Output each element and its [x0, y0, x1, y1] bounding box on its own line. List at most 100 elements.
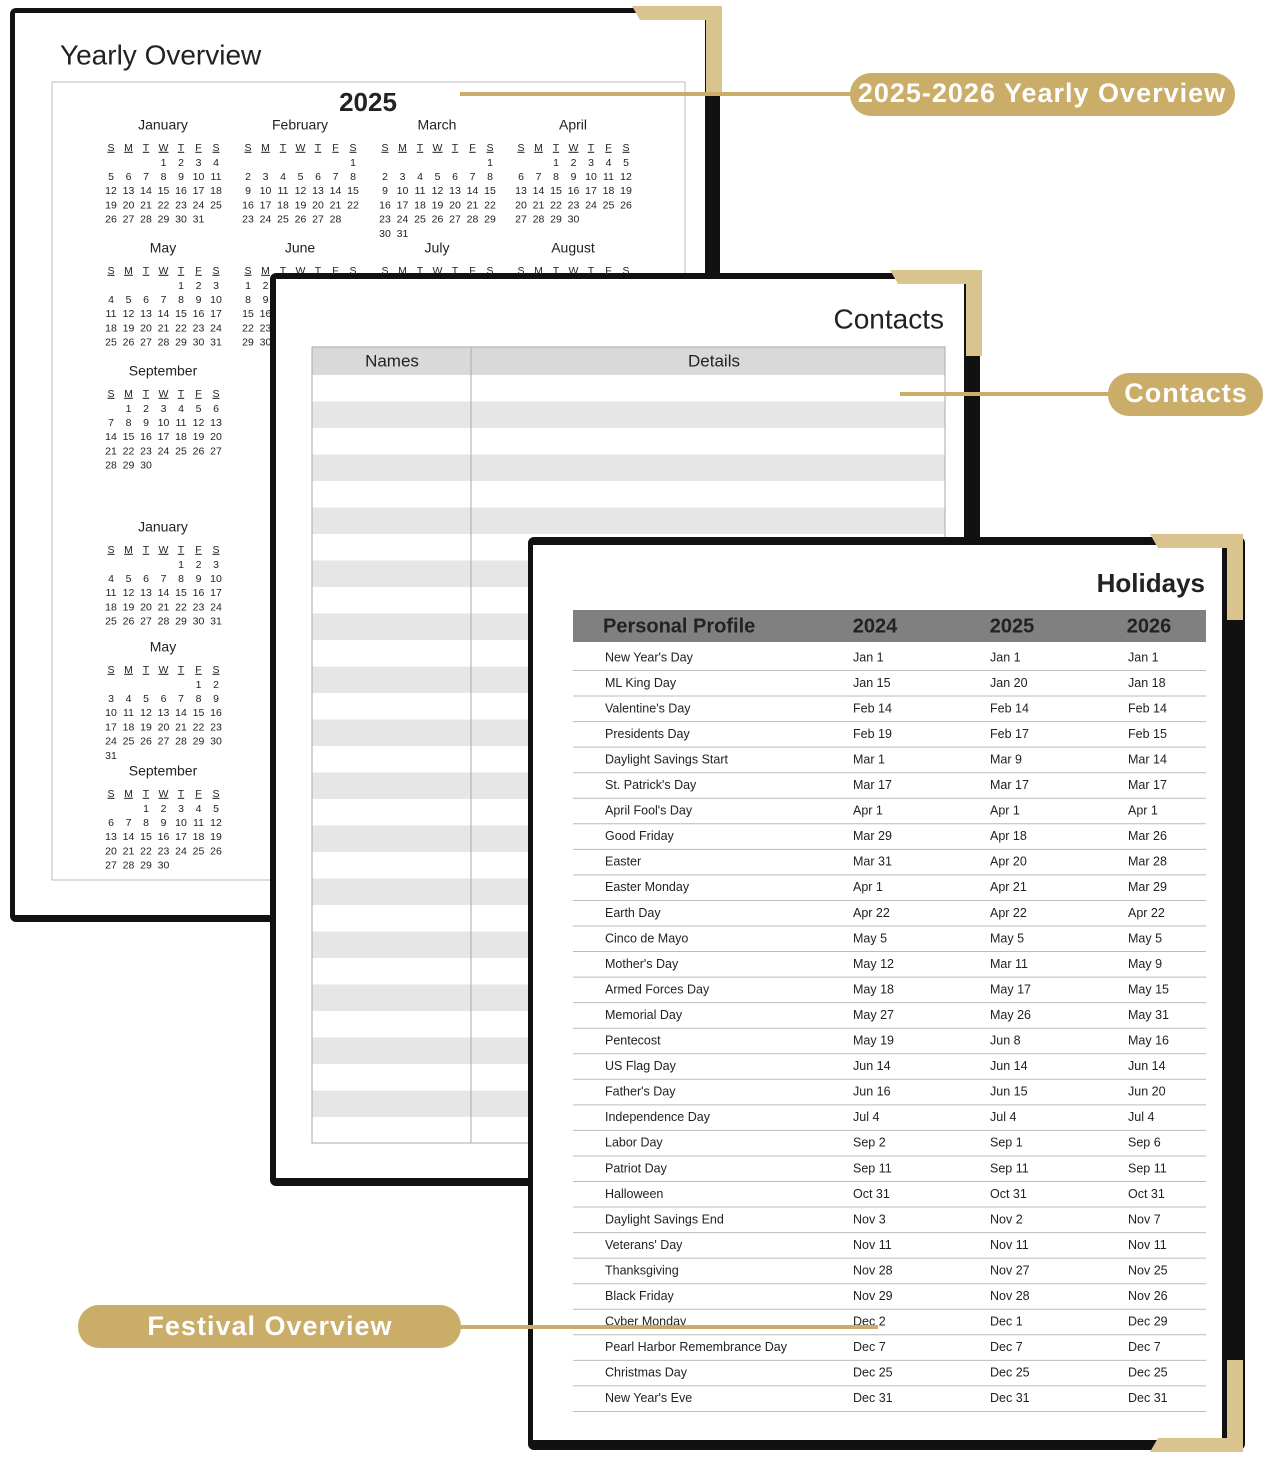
weekday-label: T	[178, 544, 185, 556]
calendar-day: 13	[158, 707, 170, 719]
holiday-date: May 19	[853, 1034, 894, 1048]
calendar-day: 2	[245, 171, 251, 183]
calendar-day: 27	[210, 445, 222, 457]
holiday-date: Jan 1	[1128, 650, 1159, 664]
calendar-day: 12	[432, 185, 444, 197]
calendar-day: 30	[260, 337, 272, 349]
calendar-day: 17	[210, 308, 222, 320]
holiday-date: Apr 22	[1128, 906, 1165, 920]
calendar-day: 14	[330, 185, 342, 197]
calendar-day: 6	[315, 171, 321, 183]
holiday-name: April Fool's Day	[605, 804, 693, 818]
calendar-day: 11	[176, 417, 187, 429]
calendar-day: 3	[178, 803, 184, 815]
weekday-label: W	[159, 544, 169, 556]
calendar-day: 2	[571, 157, 577, 169]
weekday-label: F	[605, 265, 611, 277]
holiday-date: Sep 2	[853, 1136, 886, 1150]
calendar-day: 6	[161, 693, 167, 705]
holiday-name: Earth Day	[605, 906, 661, 920]
calendar-day: 6	[143, 294, 149, 306]
calendar-day: 16	[158, 831, 170, 843]
calendar-day: 27	[312, 214, 324, 226]
calendar-day: 10	[210, 294, 222, 306]
holiday-date: May 16	[1128, 1034, 1169, 1048]
calendar-day: 15	[175, 308, 187, 320]
calendar-day: 10	[210, 573, 222, 585]
calendar-day: 31	[210, 337, 222, 349]
weekday-label: S	[622, 142, 629, 154]
weekday-label: T	[417, 265, 424, 277]
holiday-date: Jan 20	[990, 676, 1028, 690]
holiday-date: Apr 20	[990, 855, 1027, 869]
weekday-label: F	[605, 142, 611, 154]
holiday-date: Jun 8	[990, 1034, 1021, 1048]
calendar-day: 27	[105, 860, 117, 872]
weekday-label: T	[178, 388, 185, 400]
weekday-label: S	[107, 265, 114, 277]
calendar-day: 9	[263, 294, 269, 306]
calendar-day: 20	[140, 322, 152, 334]
holiday-name: Easter Monday	[605, 880, 690, 894]
weekday-label: S	[212, 544, 219, 556]
calendar-day: 17	[210, 587, 222, 599]
calendar-day: 29	[175, 337, 187, 349]
weekday-label: S	[212, 664, 219, 676]
calendar-day: 23	[193, 601, 205, 613]
holiday-name: Labor Day	[605, 1136, 663, 1150]
calendar-day: 14	[533, 185, 545, 197]
calendar-day: 26	[140, 736, 152, 748]
calendar-day: 22	[484, 199, 496, 211]
holiday-date: Jun 14	[853, 1059, 891, 1073]
weekday-label: M	[261, 142, 270, 154]
calendar-day: 21	[533, 199, 545, 211]
calendar-day: 26	[105, 214, 117, 226]
calendar-day: 10	[158, 417, 170, 429]
calendar-day: 12	[620, 171, 632, 183]
calendar-day: 22	[140, 845, 152, 857]
holiday-date: Feb 14	[1128, 701, 1167, 715]
weekday-label: S	[244, 265, 251, 277]
weekday-label: S	[244, 142, 251, 154]
calendar-day: 4	[126, 693, 132, 705]
month-name: January	[138, 519, 188, 535]
calendar-day: 20	[123, 199, 135, 211]
calendar-day: 19	[210, 831, 222, 843]
holiday-date: Nov 28	[990, 1289, 1030, 1303]
holiday-name: Halloween	[605, 1187, 663, 1201]
calendar-day: 11	[278, 185, 289, 197]
holiday-date: May 31	[1128, 1008, 1169, 1022]
calendar-day: 4	[196, 803, 202, 815]
page-paper	[533, 545, 1222, 1440]
holiday-name: Easter	[605, 855, 641, 869]
weekday-label: T	[178, 664, 185, 676]
calendar-day: 7	[108, 417, 114, 429]
holiday-date: Dec 1	[990, 1315, 1023, 1329]
weekday-label: T	[143, 544, 150, 556]
calendar-day: 5	[126, 294, 132, 306]
calendar-day: 14	[140, 185, 152, 197]
calendar-day: 11	[603, 171, 614, 183]
holiday-name: Pearl Harbor Remembrance Day	[605, 1340, 788, 1354]
calendar-day: 24	[175, 845, 187, 857]
calendar-day: 2	[143, 403, 149, 415]
calendar-day: 11	[106, 587, 117, 599]
calendar-day: 26	[210, 845, 222, 857]
holiday-date: Mar 11	[990, 957, 1028, 971]
calendar-day: 20	[140, 601, 152, 613]
holiday-date: Oct 31	[1128, 1187, 1165, 1201]
holiday-date: Dec 31	[990, 1391, 1030, 1405]
weekday-label: S	[107, 544, 114, 556]
holiday-date: Mar 29	[853, 829, 892, 843]
calendar-day: 25	[123, 736, 135, 748]
calendar-day: 4	[280, 171, 286, 183]
page-title: Holidays	[1097, 568, 1205, 598]
calendar-day: 19	[193, 431, 205, 443]
calendar-day: 31	[397, 228, 409, 240]
month-name: June	[285, 240, 316, 256]
calendar-day: 2	[196, 559, 202, 571]
gold-corner	[1150, 1360, 1243, 1452]
weekday-label: F	[195, 664, 201, 676]
holiday-date: Mar 17	[1128, 778, 1167, 792]
